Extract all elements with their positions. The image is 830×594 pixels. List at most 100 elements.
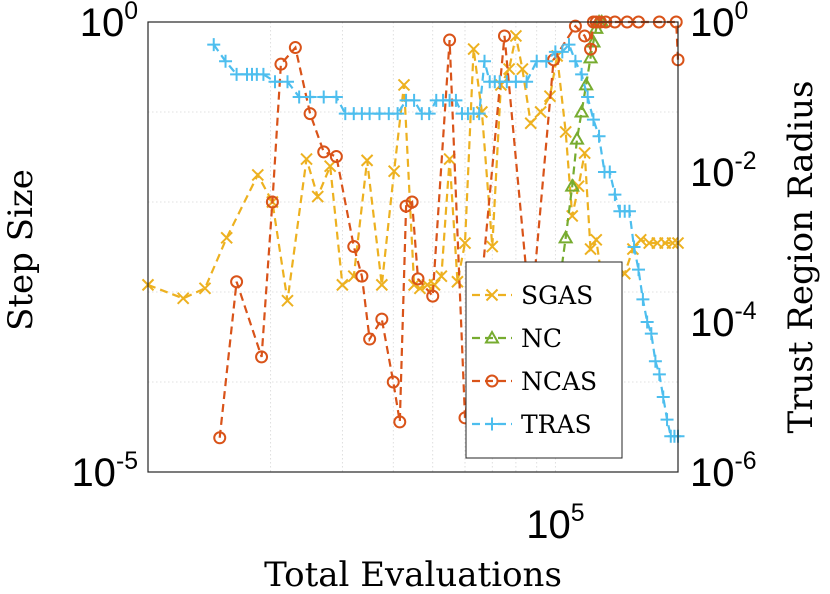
tick-exponent: -4 — [735, 298, 757, 325]
point-tras — [478, 54, 492, 68]
point-ncas — [375, 312, 389, 326]
legend-entry-sgas: SGAS — [472, 281, 593, 310]
point-sgas — [336, 278, 349, 292]
legend-marker-ncas — [485, 374, 499, 388]
legend-label-sgas: SGAS — [521, 281, 593, 310]
point-tras — [640, 315, 654, 329]
point-tras — [575, 67, 589, 81]
point-ncas — [213, 431, 227, 445]
legend-entry-nc: NC — [472, 324, 562, 353]
point-sgas — [220, 231, 233, 245]
point-sgas — [198, 282, 212, 295]
plot-frame — [147, 21, 679, 473]
point-ncas — [255, 350, 269, 364]
point-sgas — [584, 242, 597, 256]
point-tras — [520, 75, 534, 89]
point-tras — [586, 113, 600, 127]
point-tras — [622, 204, 636, 218]
point-sgas — [509, 29, 523, 43]
tick-exponent: 0 — [124, 0, 138, 25]
legend: SGAS NC NCAS TRAS — [465, 261, 623, 459]
point-sgas — [634, 233, 647, 247]
tick-exponent: 5 — [571, 500, 585, 527]
point-ncas — [274, 57, 288, 71]
point-ncas — [386, 375, 400, 389]
point-tras — [603, 165, 617, 179]
y-right-tick-label: 10 -2 — [690, 148, 757, 195]
tick-labels: 10 510 010 -510 010 -210 -410 -6 — [71, 0, 756, 547]
point-sgas — [281, 294, 294, 307]
tick-exponent: -6 — [735, 448, 757, 475]
point-sgas — [300, 152, 313, 166]
point-sgas — [360, 154, 374, 167]
point-tras — [329, 90, 343, 104]
point-tras — [219, 54, 233, 68]
y-right-tick-label: 10 0 — [690, 0, 748, 45]
point-sgas — [251, 168, 264, 182]
point-tras — [562, 38, 576, 52]
point-ncas — [303, 107, 317, 121]
tick-base: 10 — [690, 1, 735, 45]
tick-exponent: -5 — [116, 448, 138, 475]
point-tras — [592, 129, 606, 143]
point-tras — [632, 263, 646, 277]
point-ncas — [426, 289, 440, 303]
legend-marker-nc — [484, 329, 500, 344]
point-sgas — [467, 42, 480, 56]
tick-exponent: -2 — [735, 148, 757, 175]
tick-exponent: 0 — [735, 0, 749, 25]
point-sgas — [435, 269, 448, 283]
series-line-sgas — [147, 35, 678, 301]
point-tras — [539, 54, 553, 68]
legend-marker-sgas — [485, 288, 499, 302]
point-ncas — [443, 33, 457, 47]
point-tras — [256, 67, 270, 81]
tick-base: 10 — [71, 451, 116, 495]
point-tras — [568, 54, 582, 68]
legend-entry-ncas: NCAS — [472, 367, 597, 396]
point-ncas — [393, 415, 407, 429]
point-sgas — [451, 275, 464, 288]
point-tras — [449, 93, 463, 107]
x-axis-label: Total Evaluations — [264, 555, 562, 594]
legend-label-ncas: NCAS — [521, 367, 597, 396]
y-axis-label-left: Step Size — [1, 169, 41, 331]
point-tras — [555, 45, 569, 59]
point-ncas — [405, 195, 419, 209]
point-ncas — [329, 150, 343, 164]
point-sgas — [516, 62, 529, 76]
point-tras — [627, 240, 641, 254]
legend-entry-tras: TRAS — [472, 410, 592, 439]
point-sgas — [666, 236, 679, 250]
point-ncas — [288, 41, 302, 55]
point-tras — [268, 75, 282, 89]
point-ncas — [317, 145, 331, 159]
point-sgas — [486, 240, 499, 253]
point-sgas — [428, 278, 441, 292]
point-tras — [644, 327, 658, 341]
x-tick-label: 10 5 — [526, 500, 584, 547]
point-tras — [660, 413, 674, 427]
point-ncas — [230, 275, 244, 289]
point-ncas — [347, 240, 361, 254]
point-sgas — [502, 62, 516, 76]
point-nc — [557, 229, 574, 244]
point-sgas — [176, 292, 190, 305]
point-ncas — [568, 19, 582, 33]
point-sgas — [458, 236, 472, 250]
point-tras — [636, 292, 650, 306]
y-left-tick-label: 10 0 — [80, 0, 138, 45]
point-tras — [303, 90, 317, 104]
point-tras — [391, 107, 405, 121]
point-tras — [608, 188, 622, 202]
legend-marker-tras — [485, 417, 499, 431]
point-sgas — [590, 233, 603, 247]
point-sgas — [559, 125, 572, 139]
point-nc — [564, 178, 580, 192]
tick-base: 10 — [690, 301, 735, 345]
y-axis-label-right: Trust Region Radius — [781, 81, 821, 434]
point-sgas — [375, 278, 389, 292]
point-sgas — [407, 278, 421, 292]
tick-base: 10 — [690, 451, 735, 495]
